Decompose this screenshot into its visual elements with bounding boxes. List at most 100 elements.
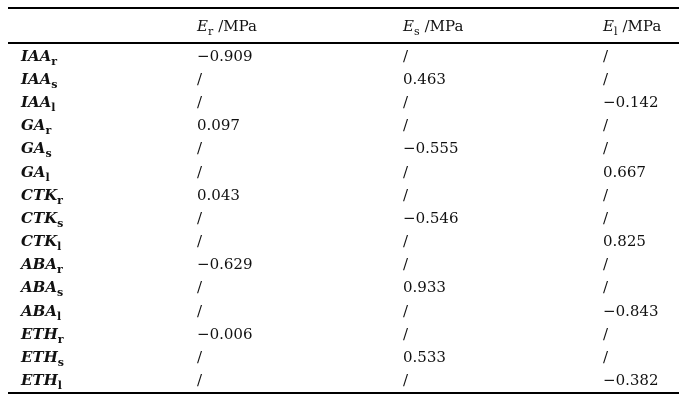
row-label-name: ETH <box>21 348 58 367</box>
table-body: IAAr −0.909// IAAs/0.463/IAAl / / −0.142 GAr 0.… <box>8 43 679 393</box>
row-label-subscript: s <box>56 286 64 300</box>
row-label-name: IAA <box>21 69 52 88</box>
table-row: GAs / −0.555/ <box>8 137 679 160</box>
table-cell: / <box>403 301 409 320</box>
table-cell: / <box>603 69 609 88</box>
table-cell: / <box>197 371 203 390</box>
table-cell: / <box>603 324 609 343</box>
table-cell: −0.142 <box>603 92 659 111</box>
row-label-name: ABA <box>21 301 57 320</box>
table-cell: / <box>403 232 409 251</box>
table-row: ABAr −0.629// <box>8 253 679 276</box>
table-cell: −0.629 <box>197 255 253 274</box>
table-cell: / <box>403 324 409 343</box>
row-label-name: CTK <box>21 232 58 251</box>
table-cell: / <box>197 139 203 158</box>
table-row: ETHr −0.006 / / <box>8 322 679 345</box>
table-cell: / <box>603 278 609 297</box>
table-cell: / <box>197 278 203 297</box>
table-row: ETHs/0.533/ <box>8 345 679 368</box>
correlation-table: Er/MPa Es/MPa El/MPa IAAr −0.909// IAAs/0.… <box>8 7 679 394</box>
table-cell: / <box>603 116 609 135</box>
row-label: GAs <box>8 137 197 160</box>
column-header-empty <box>8 8 197 44</box>
row-label-name: GA <box>21 162 46 181</box>
table-cell: −0.006 <box>197 324 253 343</box>
row-label: GAr <box>8 114 197 137</box>
row-label: ETHs <box>8 345 197 368</box>
column-header-el: El/MPa <box>603 8 679 44</box>
table-cell: 0.825 <box>603 232 646 251</box>
row-label-subscript: l <box>51 100 56 114</box>
row-label: GAl <box>8 160 197 183</box>
row-label-name: GA <box>21 116 46 135</box>
table-row: GAl //0.667 <box>8 160 679 183</box>
table-cell: / <box>603 348 609 367</box>
table-row: IAAs/0.463/ <box>8 67 679 90</box>
row-label-name: ABA <box>21 278 57 297</box>
table-cell: −0.843 <box>603 301 659 320</box>
row-label: ETHr <box>8 322 197 345</box>
table-row: CTKl //0.825 <box>8 230 679 253</box>
row-label-name: ETH <box>21 371 58 390</box>
column-unit: /MPa <box>622 16 662 35</box>
column-unit: /MPa <box>218 16 257 35</box>
table-cell: / <box>403 371 409 390</box>
row-label-name: CTK <box>21 208 58 227</box>
row-label: ABAl <box>8 299 197 322</box>
table-cell: −0.555 <box>403 139 459 158</box>
column-header-es: Es/MPa <box>403 8 603 44</box>
column-subscript: l <box>613 24 618 38</box>
column-header-er: Er/MPa <box>197 8 403 44</box>
table-cell: / <box>603 208 609 227</box>
table-cell: / <box>197 92 203 111</box>
column-symbol: E <box>403 16 414 35</box>
row-label: CTKs <box>8 206 197 229</box>
table-cell: 0.667 <box>603 162 646 181</box>
table-cell: / <box>603 255 609 274</box>
table-cell: / <box>403 116 409 135</box>
table-cell: 0.463 <box>403 69 446 88</box>
row-label: IAAl <box>8 90 197 113</box>
table-cell: / <box>403 185 409 204</box>
row-label-subscript: r <box>57 332 64 346</box>
table-cell: / <box>197 162 203 181</box>
row-label-subscript: s <box>51 77 58 91</box>
table-cell: −0.382 <box>603 371 659 390</box>
table-row: CTKr 0.043// <box>8 183 679 206</box>
table-cell: / <box>403 162 409 181</box>
table-cell: / <box>403 92 409 111</box>
row-label-subscript: r <box>45 124 52 138</box>
table-cell: 0.533 <box>403 348 446 367</box>
row-label-subscript: s <box>45 147 52 161</box>
row-label-name: ABA <box>21 255 57 274</box>
table-cell: 0.097 <box>197 116 240 135</box>
row-label-subscript: l <box>57 379 62 393</box>
table-cell: / <box>197 348 203 367</box>
row-label-name: GA <box>21 139 46 158</box>
row-label: CTKl <box>8 230 197 253</box>
row-label: ABAs <box>8 276 197 299</box>
table-cell: / <box>603 139 609 158</box>
table-cell: / <box>197 69 203 88</box>
table-cell: / <box>197 208 203 227</box>
row-label: ETHl <box>8 369 197 393</box>
table-cell: −0.546 <box>403 208 459 227</box>
row-label-name: IAA <box>21 46 52 65</box>
row-label: IAAr <box>8 43 197 67</box>
table-cell: / <box>197 232 203 251</box>
row-label: ABAr <box>8 253 197 276</box>
table-cell: / <box>403 255 409 274</box>
row-label-subscript: l <box>56 309 62 323</box>
table-row: IAAr −0.909// <box>8 43 679 67</box>
row-label-subscript: r <box>56 263 63 277</box>
row-label: IAAs <box>8 67 197 90</box>
table-cell: −0.909 <box>197 46 253 65</box>
table-cell: 0.043 <box>197 185 240 204</box>
table-cell: 0.933 <box>403 278 446 297</box>
column-subscript: s <box>413 24 420 38</box>
row-label-subscript: l <box>45 170 50 184</box>
column-symbol: E <box>603 16 614 35</box>
row-label-subscript: r <box>51 54 58 68</box>
